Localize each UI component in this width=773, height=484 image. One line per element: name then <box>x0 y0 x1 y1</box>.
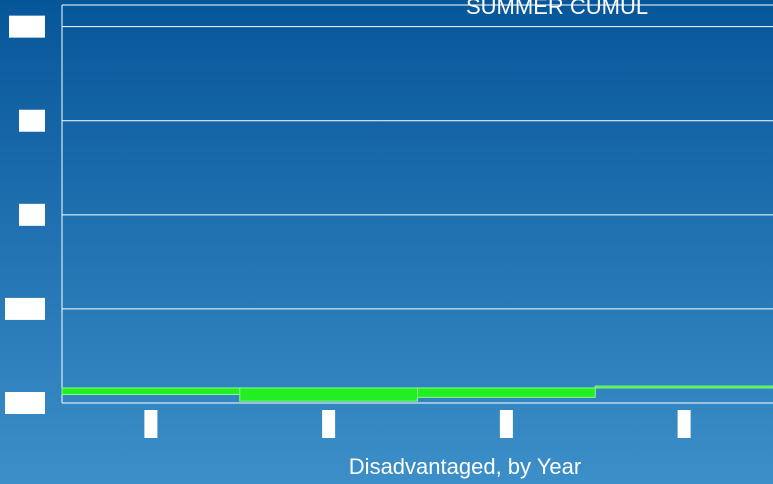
y-tick-label-box <box>19 203 45 226</box>
bar <box>239 387 418 402</box>
bar <box>61 387 241 396</box>
chart-title: SUMMER CUMUL <box>466 0 648 19</box>
x-tick-label-box <box>677 410 691 438</box>
bar <box>417 387 596 398</box>
y-tick-label-box <box>5 392 45 414</box>
x-axis-label: Disadvantaged, by Year <box>349 454 581 479</box>
bar <box>594 385 773 389</box>
x-tick-label-box <box>144 410 158 438</box>
y-tick-label-box <box>9 15 45 38</box>
x-tick-label-box <box>322 410 336 438</box>
x-tick-label-box <box>499 410 513 438</box>
y-tick-label-box <box>5 297 45 320</box>
y-tick-label-box <box>19 109 45 132</box>
